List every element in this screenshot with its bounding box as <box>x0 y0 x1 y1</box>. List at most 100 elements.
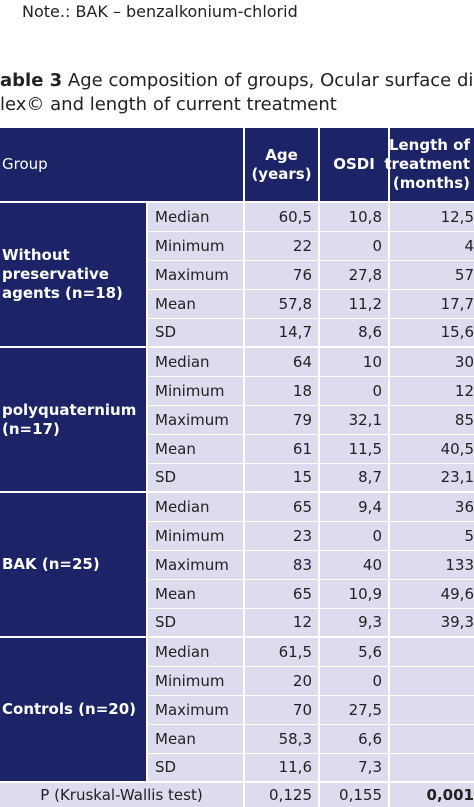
value-cell: 17,7 <box>390 290 474 318</box>
value-cell-text: 27,8 <box>348 265 382 284</box>
footer-value: 0,155 <box>320 783 388 807</box>
value-cell: 12 <box>390 377 474 405</box>
table-label: able 3 <box>0 70 63 91</box>
value-cell-text: 23,1 <box>440 468 474 486</box>
value-cell-text: 57,8 <box>278 294 312 313</box>
group-cell: BAK (n=25) <box>0 493 146 636</box>
value-cell-text: 39,3 <box>440 613 474 631</box>
value-cell-text: 12 <box>292 613 312 631</box>
value-cell: 57,8 <box>245 290 318 318</box>
stat-cell: SD <box>148 464 243 491</box>
value-cell: 22 <box>245 232 318 260</box>
stat-cell: Median <box>148 493 243 521</box>
value-cell: 27,8 <box>320 261 388 289</box>
header-cell-text: Age (years) <box>251 145 312 183</box>
stat-cell: Mean <box>148 290 243 318</box>
stat-cell-text: Median <box>155 207 210 226</box>
value-cell-text: 85 <box>454 410 474 429</box>
stat-cell: Mean <box>148 435 243 463</box>
value-cell: 15 <box>245 464 318 491</box>
value-cell-text: 0 <box>372 236 382 255</box>
value-cell-text: 40,5 <box>440 439 474 458</box>
stat-cell: Maximum <box>148 696 243 724</box>
value-cell: 64 <box>245 348 318 376</box>
stat-cell: Minimum <box>148 667 243 695</box>
value-cell-text: 133 <box>445 555 474 574</box>
value-cell: 5,6 <box>320 638 388 666</box>
value-cell: 32,1 <box>320 406 388 434</box>
stat-cell-text: Median <box>155 352 210 371</box>
header-cell-text: Length of treatment (months) <box>384 136 470 192</box>
value-cell: 10 <box>320 348 388 376</box>
value-cell-text: 49,6 <box>440 584 474 603</box>
value-cell: 10,8 <box>320 203 388 231</box>
value-cell-text: 79 <box>292 410 312 429</box>
value-cell-text: 32,1 <box>348 410 382 429</box>
footer-value: 0,125 <box>245 783 318 807</box>
value-cell: 0 <box>320 522 388 550</box>
stat-cell-text: Median <box>155 642 210 661</box>
group-cell-text: Without preservative agents (n=18) <box>2 246 123 302</box>
header-cell: Length of treatment (months) <box>384 128 474 201</box>
value-cell: 61,5 <box>245 638 318 666</box>
value-cell: 11,6 <box>245 754 318 781</box>
stat-cell-text: SD <box>155 323 177 341</box>
value-cell <box>390 754 474 781</box>
stat-cell-text: Mean <box>155 584 196 603</box>
value-cell: 40,5 <box>390 435 474 463</box>
footer-value: 0,001 <box>390 783 474 807</box>
value-cell: 11,2 <box>320 290 388 318</box>
value-cell <box>390 725 474 753</box>
value-cell-text: 36 <box>454 497 474 516</box>
value-cell-text: 58,3 <box>278 729 312 748</box>
header-cell-text: Group <box>2 155 48 173</box>
value-cell: 27,5 <box>320 696 388 724</box>
stat-cell-text: Maximum <box>155 265 229 284</box>
stat-cell-text: Maximum <box>155 700 229 719</box>
stat-cell: Minimum <box>148 232 243 260</box>
stat-cell: Median <box>148 348 243 376</box>
header-cell: Age (years) <box>245 128 318 201</box>
group-cell: polyquaternium (n=17) <box>0 348 146 491</box>
value-cell <box>390 696 474 724</box>
value-cell: 10,9 <box>320 580 388 608</box>
stat-cell-text: Maximum <box>155 410 229 429</box>
value-cell: 7,3 <box>320 754 388 781</box>
value-cell-text: 11,6 <box>278 758 312 776</box>
value-cell-text: 7,3 <box>358 758 382 776</box>
stat-cell: Maximum <box>148 261 243 289</box>
value-cell: 4 <box>390 232 474 260</box>
value-cell-text: 10,8 <box>348 207 382 226</box>
title-text: Age composition of groups, Ocular surfac… <box>67 70 474 91</box>
value-cell: 6,6 <box>320 725 388 753</box>
value-cell-text: 12 <box>454 381 474 400</box>
value-cell-text: 5 <box>464 526 474 545</box>
value-cell: 9,4 <box>320 493 388 521</box>
footer-value-text: 0,155 <box>339 785 382 804</box>
value-cell: 39,3 <box>390 609 474 636</box>
value-cell-text: 83 <box>292 555 312 574</box>
value-cell-text: 15 <box>292 468 312 486</box>
table-title: able 3 Age composition of groups, Ocular… <box>0 70 474 91</box>
stat-cell: Mean <box>148 725 243 753</box>
stat-cell-text: Minimum <box>155 526 225 545</box>
value-cell-text: 27,5 <box>348 700 382 719</box>
stat-cell: SD <box>148 754 243 781</box>
group-cell: Without preservative agents (n=18) <box>0 203 146 346</box>
header-cell: Group <box>0 128 243 201</box>
value-cell-text: 6,6 <box>358 729 382 748</box>
value-cell: 65 <box>245 493 318 521</box>
stat-cell-text: SD <box>155 613 177 631</box>
value-cell: 20 <box>245 667 318 695</box>
value-cell: 8,7 <box>320 464 388 491</box>
value-cell-text: 61,5 <box>278 642 312 661</box>
footer-cell: P (Kruskal-Wallis test) <box>0 783 243 807</box>
value-cell: 9,3 <box>320 609 388 636</box>
footer-cell-text: P (Kruskal-Wallis test) <box>40 785 203 804</box>
stat-cell: Median <box>148 638 243 666</box>
value-cell-text: 14,7 <box>278 323 312 341</box>
value-cell: 83 <box>245 551 318 579</box>
value-cell-text: 10 <box>362 352 382 371</box>
value-cell: 76 <box>245 261 318 289</box>
value-cell: 49,6 <box>390 580 474 608</box>
